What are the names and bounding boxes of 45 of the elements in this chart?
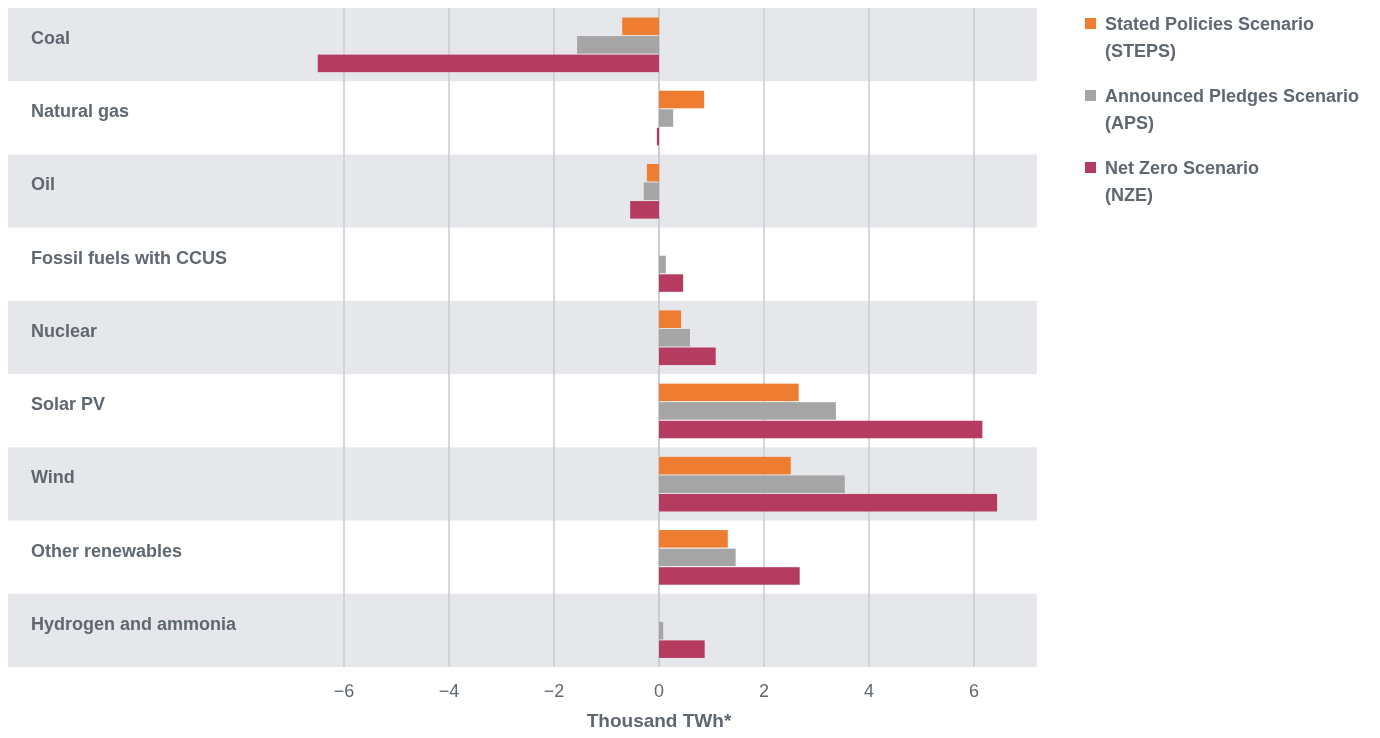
bar [659, 90, 705, 109]
y-tick-label: Solar PV [31, 394, 106, 415]
bar [659, 456, 791, 475]
x-tick-label: 2 [758, 681, 770, 701]
bar [622, 17, 659, 36]
bar [659, 475, 845, 493]
bar [659, 383, 799, 402]
x-tick-label: 0 [653, 681, 665, 701]
y-tick-label: Coal [31, 28, 71, 48]
bar [630, 201, 659, 219]
bar [643, 182, 659, 201]
x-tick-label: 4 [863, 681, 875, 701]
bar [659, 420, 983, 439]
bar [659, 109, 674, 127]
bar [659, 530, 728, 548]
legend-label: Stated Policies Scenario (STEPS) [1105, 14, 1315, 61]
bar [659, 347, 716, 366]
y-tick-label: Hydrogen and ammonia [31, 613, 238, 634]
y-tick-label: Fossil fuels with CCUS [31, 247, 228, 268]
x-tick-label: 6 [968, 681, 980, 701]
x-tick-label: −2 [543, 681, 565, 701]
bar [577, 36, 659, 54]
bar [659, 640, 705, 658]
legend-label: Net Zero Scenario (NZE) [1105, 158, 1260, 205]
bar [659, 274, 684, 292]
x-tick-label: −4 [438, 681, 460, 701]
bar [656, 127, 659, 146]
y-tick-label: Nuclear [31, 320, 98, 341]
bar [659, 493, 998, 512]
x-tick-label: −6 [333, 681, 355, 701]
y-tick-label: Oil [31, 174, 56, 195]
bar [659, 621, 664, 640]
bar [659, 328, 690, 347]
bar [659, 567, 800, 585]
bar [659, 310, 682, 328]
y-tick-label: Wind [31, 467, 75, 488]
legend-label: Announced Pledges Scenario (APS) [1105, 86, 1360, 133]
bar [659, 402, 836, 420]
bar [646, 163, 659, 182]
y-tick-label: Natural gas [31, 101, 130, 122]
bar [659, 548, 736, 567]
bar [659, 255, 666, 274]
bar [317, 54, 659, 73]
y-tick-label: Other renewables [31, 540, 183, 561]
x-axis-title: Thousand TWh* [586, 710, 732, 731]
